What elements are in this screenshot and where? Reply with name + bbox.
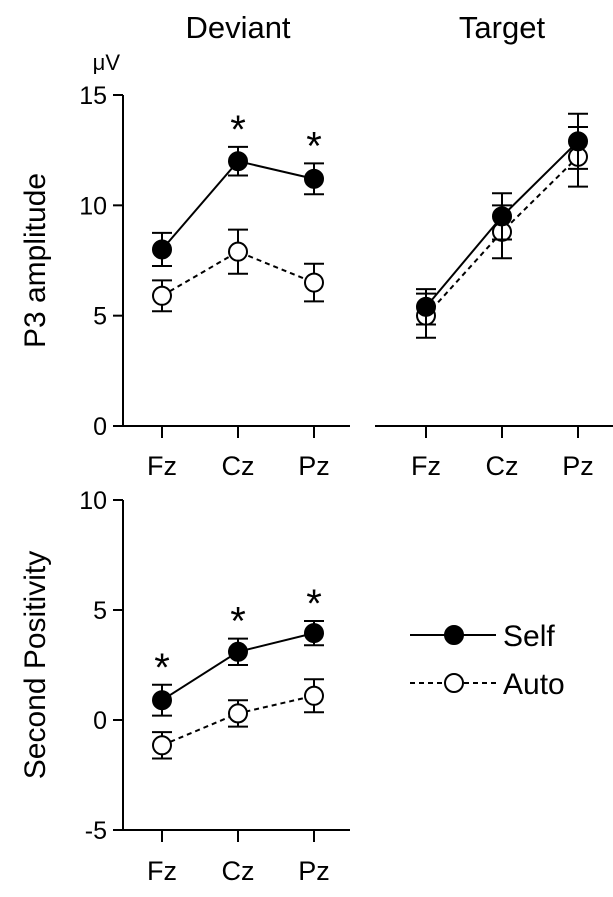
series-self	[416, 112, 588, 326]
significance-star: *	[230, 108, 246, 152]
series-auto	[152, 678, 324, 760]
x-tick-label: Pz	[298, 856, 330, 886]
legend-entry-self: Self	[410, 620, 555, 653]
series-line	[425, 156, 579, 317]
x-tick-label: Cz	[222, 451, 255, 481]
significance-star: *	[154, 646, 170, 690]
legend-label: Self	[503, 620, 555, 653]
series-line	[161, 250, 315, 297]
data-point	[304, 272, 324, 293]
legend: Self Auto	[410, 620, 565, 701]
series-self	[152, 145, 324, 268]
x-tick-label: Cz	[486, 451, 519, 481]
y-tick-label: 5	[93, 303, 107, 331]
y-tick-label: -5	[85, 817, 107, 845]
y-tick-label: 15	[79, 82, 107, 110]
series-self	[152, 620, 324, 717]
significance-star: *	[230, 600, 246, 644]
data-point	[228, 641, 248, 662]
series-auto	[152, 228, 324, 313]
data-point	[416, 296, 436, 317]
panel-title: Target	[459, 10, 546, 45]
y-tick-label: 0	[93, 707, 107, 735]
significance-star: *	[306, 582, 322, 626]
data-point	[228, 703, 248, 724]
legend-marker	[444, 625, 464, 645]
significance-star: *	[306, 124, 322, 168]
unit-label: μV	[93, 50, 121, 75]
legend-marker	[444, 673, 464, 693]
panel-deviant: 0 5 10 15 Fz Cz Pz Deviant μV P3 amplitude * *	[19, 10, 350, 481]
x-tick-label: Fz	[147, 451, 177, 481]
panel-target: Fz Cz Pz Target	[375, 10, 613, 481]
x-tick-label: Fz	[147, 856, 177, 886]
data-point	[152, 690, 172, 711]
data-point	[228, 241, 248, 262]
y-tick-label: 10	[79, 192, 107, 220]
data-point	[304, 168, 324, 189]
panel-title: Deviant	[185, 10, 290, 45]
panel-second-positivity: -5 0 5 10 Fz Cz Pz Second Positivity * * *	[19, 487, 350, 886]
x-tick-label: Cz	[222, 856, 255, 886]
x-tick-label: Pz	[562, 451, 594, 481]
data-point	[152, 239, 172, 260]
x-tick-label: Pz	[298, 451, 330, 481]
data-point	[304, 685, 324, 706]
data-point	[228, 151, 248, 172]
data-point	[568, 131, 588, 152]
data-point	[152, 285, 172, 306]
x-tick-label: Fz	[411, 451, 441, 481]
y-axis-label: Second Positivity	[19, 551, 52, 779]
y-axis-label: P3 amplitude	[19, 173, 52, 348]
legend-entry-auto: Auto	[410, 668, 565, 701]
y-tick-label: 0	[93, 413, 107, 441]
data-point	[492, 206, 512, 227]
legend-label: Auto	[503, 668, 565, 701]
data-point	[304, 623, 324, 644]
y-tick-label: 5	[93, 597, 107, 625]
data-point	[152, 735, 172, 756]
y-tick-label: 10	[79, 487, 107, 515]
